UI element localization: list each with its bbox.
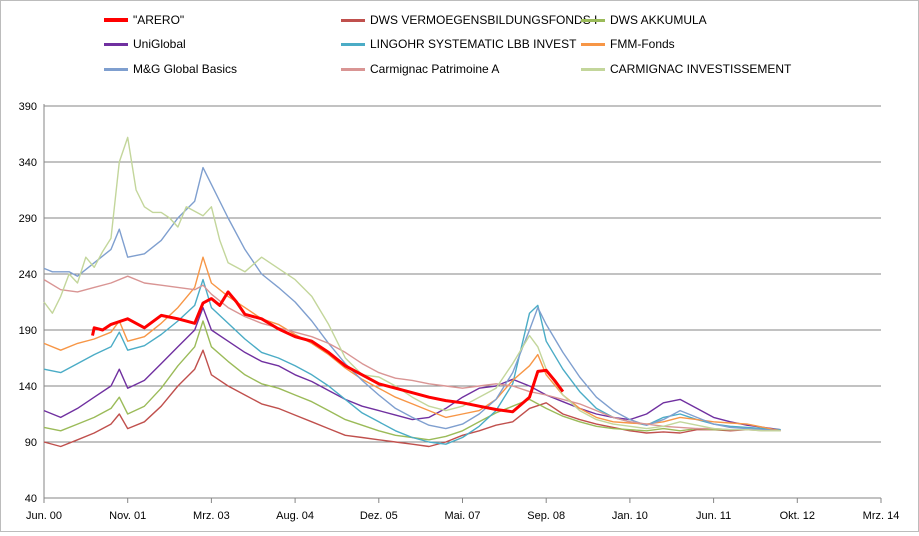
- legend-label: DWS AKKUMULA: [610, 13, 707, 27]
- legend-label: DWS VERMOEGENSBILDUNGSFONDS I: [370, 13, 598, 27]
- legend-swatch: [581, 42, 605, 46]
- x-tick-label: Mrz. 03: [193, 510, 230, 522]
- y-tick-label: 90: [25, 437, 37, 449]
- y-tick-label: 190: [19, 325, 37, 337]
- legend-swatch: [581, 18, 605, 22]
- legend-item: CARMIGNAC INVESTISSEMENT: [581, 62, 791, 76]
- x-tick-label: Sep. 08: [527, 510, 565, 522]
- y-tick-label: 40: [25, 493, 37, 505]
- x-tick-label: Jun. 00: [26, 510, 62, 522]
- legend-label: Carmignac Patrimoine A: [370, 62, 500, 76]
- legend-item: DWS VERMOEGENSBILDUNGSFONDS I: [341, 13, 597, 27]
- x-tick-label: Okt. 12: [780, 510, 815, 522]
- x-tick-label: Dez. 05: [360, 510, 398, 522]
- legend-swatch: [341, 67, 365, 71]
- legend-swatch: [104, 42, 128, 46]
- legend-item: "ARERO": [104, 13, 184, 27]
- series-line-uniglobal: [43, 306, 781, 431]
- legend-label: M&G Global Basics: [133, 62, 238, 76]
- x-tick-label: Mrz. 14: [863, 510, 900, 522]
- y-tick-label: 290: [19, 213, 37, 225]
- x-tick-label: Mai. 07: [444, 510, 480, 522]
- x-tick-label: Nov. 01: [109, 510, 146, 522]
- y-tick-label: 390: [19, 101, 37, 113]
- legend-item: M&G Global Basics: [104, 62, 237, 76]
- x-tick-label: Aug. 04: [276, 510, 314, 522]
- y-tick-label: 140: [19, 381, 37, 393]
- legend-item: Carmignac Patrimoine A: [341, 62, 499, 76]
- legend-label: FMM-Fonds: [610, 37, 675, 51]
- legend-swatch: [104, 67, 128, 71]
- legend-label: UniGlobal: [133, 37, 186, 51]
- legend-item: FMM-Fonds: [581, 37, 675, 51]
- x-tick-label: Jun. 11: [696, 510, 731, 522]
- legend-swatch: [104, 18, 128, 22]
- series-line-carmignac-patrimoine-a: [43, 275, 781, 432]
- series-line-fmm-fonds: [43, 256, 781, 432]
- legend-swatch: [341, 42, 365, 46]
- legend-item: DWS AKKUMULA: [581, 13, 707, 27]
- legend-swatch: [341, 18, 365, 22]
- legend-item: UniGlobal: [104, 37, 186, 51]
- y-tick-label: 240: [19, 269, 37, 281]
- series-line-dws-vermoegensbildungsfonds-i: [43, 349, 781, 448]
- x-tick-label: Jan. 10: [612, 510, 648, 522]
- series-line-arero: [91, 290, 565, 414]
- legend-label: "ARERO": [133, 13, 185, 27]
- series-line-m-g-global-basics: [43, 166, 781, 432]
- legend-item: LINGOHR SYSTEMATIC LBB INVEST: [341, 37, 576, 51]
- series-line-carmignac-investissement: [43, 136, 781, 432]
- y-tick-label: 340: [19, 157, 37, 169]
- legend-label: CARMIGNAC INVESTISSEMENT: [610, 62, 792, 76]
- legend-label: LINGOHR SYSTEMATIC LBB INVEST: [370, 37, 577, 51]
- legend-swatch: [581, 67, 605, 71]
- series-line-dws-akkumula: [43, 320, 781, 441]
